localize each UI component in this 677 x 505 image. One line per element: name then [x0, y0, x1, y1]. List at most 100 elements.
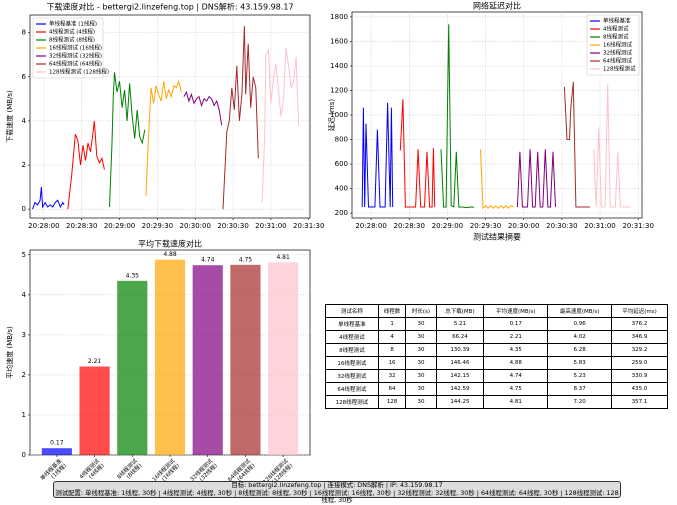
series-line [67, 120, 105, 210]
series-line [222, 25, 259, 210]
table-row: 64线程测试 64 30 142.59 4.75 8.37 435.0 [325, 382, 668, 396]
y-tick-label: 8 [22, 29, 26, 37]
y-tick-label: 800 [335, 136, 348, 144]
bar [117, 280, 148, 455]
x-tick-label: 20:31:00 [584, 222, 615, 230]
y-tick-label: 1800 [330, 13, 348, 21]
series-line [593, 84, 631, 208]
table-cell: 5.23 [547, 369, 612, 383]
table-cell: 30 [405, 330, 437, 344]
x-tick-label: 20:28:00 [355, 222, 386, 230]
y-tick-label: 2 [22, 371, 26, 379]
table-row: 单线程基准 1 30 5.21 0.17 0.96 376.2 [325, 317, 668, 331]
table-cell: 142.15 [435, 369, 485, 383]
bar [41, 448, 72, 455]
table-cell: 30 [405, 343, 437, 357]
table-cell: 376.2 [611, 317, 668, 331]
y-tick-label: 1200 [330, 86, 348, 94]
table-cell: 259.0 [611, 356, 668, 370]
table-cell: 2.21 [483, 330, 549, 344]
x-tick-label: 20:29:30 [142, 222, 173, 230]
table-cell: 30 [405, 317, 437, 331]
legend-label: 16线程测试 (16线程) [49, 44, 102, 52]
legend-label: 128线程测试 [603, 65, 636, 73]
y-tick-label: 1 [22, 411, 26, 419]
title: 下载速度对比 - bettergi2.linzefeng.top | DNS解析… [46, 2, 293, 12]
table-cell: 4.02 [547, 330, 612, 344]
bar [192, 265, 223, 455]
table-cell: 8 [377, 343, 407, 357]
header-cell: 线程数 [377, 304, 407, 318]
table-cell: 64线程测试 [325, 382, 379, 396]
legend-label: 4线程测试 (4线程) [49, 28, 95, 36]
x-tick-label: 20:29:00 [432, 222, 463, 230]
table-cell: 32 [377, 369, 407, 383]
value-label: 4.35 [126, 272, 140, 279]
table-cell: 单线程基准 [325, 317, 379, 331]
title: 网络延迟对比 [473, 1, 521, 11]
y-tick-label: 4 [22, 117, 27, 125]
y-tick-label: 4 [22, 291, 27, 299]
series-line [145, 79, 182, 196]
table-cell: 30 [405, 356, 437, 370]
table-cell: 146.46 [435, 356, 485, 370]
table-cell: 30 [405, 369, 437, 383]
legend-label: 单线程基准 (1线程) [49, 20, 97, 28]
x-tick-label: 20:30:00 [179, 222, 210, 230]
series-line [563, 81, 590, 208]
table-cell: 5.21 [435, 317, 485, 331]
series-line [516, 149, 556, 208]
y-axis-label: 平均速度 (MB/s) [5, 326, 14, 379]
bar [154, 259, 186, 455]
table-cell: 4.75 [483, 382, 549, 396]
footer: 目标: bettergi2.linzefeng.top | 连接模式: DNS解… [53, 481, 621, 504]
table-row: 32线程测试 32 30 142.15 4.74 5.23 330.9 [325, 369, 668, 383]
footer-line: 目标: bettergi2.linzefeng.top | 连接模式: DNS解… [231, 481, 443, 489]
table-row: 16线程测试 16 30 146.46 4.88 5.83 259.0 [325, 356, 668, 370]
legend-label: 32线程测试 (32线程) [49, 52, 102, 60]
table-cell: 16 [377, 356, 407, 370]
table-cell: 357.1 [611, 395, 668, 409]
table-cell: 128 [377, 395, 407, 409]
table-cell: 0.96 [547, 317, 612, 331]
x-tick-label: 20:28:30 [66, 222, 97, 230]
y-axis-label: 下载速度 (MB/s) [5, 90, 14, 143]
table-row: 8线程测试 8 30 130.39 4.35 6.28 329.2 [325, 343, 668, 357]
value-label: 4.74 [201, 257, 215, 264]
legend-label: 8线程测试 [603, 33, 629, 41]
table-cell: 30 [405, 382, 437, 396]
x-tick-label: 20:31:00 [255, 222, 286, 230]
table-cell: 144.25 [435, 395, 485, 409]
x-tick-label: 20:31:30 [293, 222, 324, 230]
value-label: 4.81 [276, 254, 290, 261]
x-tick-label: 20:30:00 [508, 222, 539, 230]
header-cell: 时长(s) [405, 304, 437, 318]
table-cell: 4 [377, 330, 407, 344]
table-cell: 4线程测试 [325, 330, 379, 344]
table-cell: 1 [377, 317, 407, 331]
legend-box [32, 17, 104, 79]
y-tick-label: 1400 [330, 62, 348, 70]
legend-box [586, 14, 640, 76]
legend-label: 4线程测试 [603, 25, 629, 33]
table-cell: 6.28 [547, 343, 612, 357]
y-tick-label: 1600 [330, 37, 348, 45]
legend-label: 64线程测试 [603, 57, 632, 65]
table-cell: 0.17 [483, 317, 549, 331]
series-line [109, 72, 146, 208]
series-line [183, 90, 223, 126]
table-cell: 30 [405, 395, 437, 409]
series-line [399, 99, 436, 208]
table-cell: 346.9 [611, 330, 668, 344]
y-tick-label: 600 [335, 160, 348, 168]
header-cell: 最高速度(MB/s) [547, 304, 612, 318]
bar [230, 264, 261, 455]
legend-label: 16线程测试 [603, 41, 632, 49]
table-title: 测试结果摘要 [473, 232, 521, 242]
summary-table: 测试名称 线程数 时长(s) 总下载(MB) 平均速度(MB/s) 最高速度(MB/s) 平… [325, 304, 668, 409]
legend-label: 单线程基准 [603, 17, 631, 25]
table-cell: 5.83 [547, 356, 612, 370]
table-cell: 4.81 [483, 395, 549, 409]
value-label: 0.17 [50, 440, 64, 447]
